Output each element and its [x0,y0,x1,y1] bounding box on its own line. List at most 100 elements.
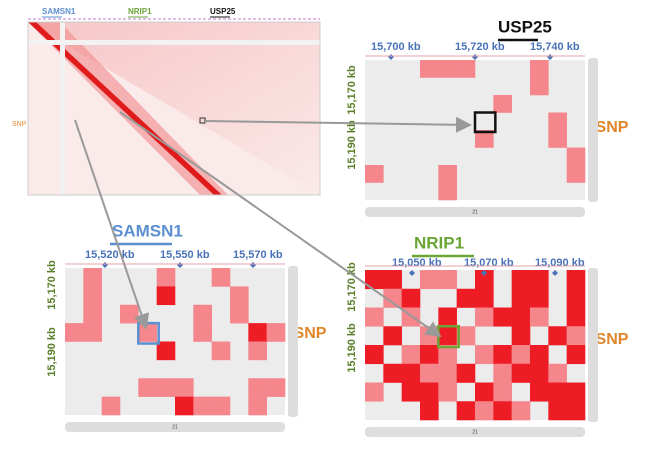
heat-cell [420,401,439,421]
heat-cell [193,323,212,342]
heat-cell [211,396,231,416]
heat-cell [248,396,267,416]
heat-cell [493,363,512,383]
x-tick-label: 15,520 kb [85,249,135,261]
heat-cell [420,382,439,402]
heat-cell [83,268,102,287]
heat-cell [475,130,494,148]
gene-label: SAMSN1 [42,7,76,16]
map-gap [60,22,65,195]
snp-label: SNP [596,331,629,348]
gene-label: USP25 [210,7,236,16]
x-tick-label: 15,050 kb [392,257,442,269]
x-tick-label: 15,570 kb [233,249,283,261]
x-tick-marker [409,270,415,276]
heat-cell [248,341,267,361]
heat-cell [175,378,194,397]
heat-cell [456,363,476,383]
heat-cell [420,363,439,383]
heat-cell [420,60,439,78]
heatmap-panel: USP25 15,700 kb 15,720 kb 15,740 kb 15,170 k… [346,17,629,217]
heat-cell [438,326,457,346]
heat-cell [530,363,549,383]
heat-cell [456,401,476,421]
heat-cell [383,363,402,383]
x-tick-label: 15,720 kb [455,41,505,53]
heat-cell [566,270,586,290]
heat-cell [511,363,531,383]
heat-cell [401,288,421,308]
heat-cell [248,323,267,342]
scrollbar-label: 21 [472,209,478,215]
heat-cell [401,345,421,365]
heat-cell [475,382,494,402]
v-scrollbar [288,266,298,417]
heat-cell [493,345,512,365]
heat-cell [566,326,586,346]
snp-label: SNP [596,119,629,136]
heat-cell [266,378,286,397]
heat-cell [456,60,476,78]
heat-cell [65,323,84,342]
heat-cell [511,345,531,365]
heat-cell [401,382,421,402]
scrollbar-label: 21 [172,424,178,430]
h-scrollbar [65,422,285,432]
heat-cell [566,165,586,183]
heat-cell [401,363,421,383]
heat-cell [456,326,476,346]
heat-cell [456,288,476,308]
heat-cell [511,288,531,308]
heat-cell [566,345,586,365]
x-tick-label: 15,740 kb [530,41,580,53]
connector [204,116,472,133]
heat-cell [548,382,567,402]
heat-cell [230,286,249,306]
heat-cell [438,363,457,383]
heat-cell [493,95,512,113]
x-tick-label: 15,090 kb [535,257,585,269]
heat-cell [101,396,121,416]
heat-cell [530,60,549,78]
y-tick-label: 15,190 kb [46,327,58,377]
heatmap-panel: SAMSN1 15,520 kb 15,550 kb 15,570 kb 15,170 … [46,221,327,432]
connector [119,111,442,338]
heat-cell [266,323,286,342]
heat-cell [420,345,439,365]
snp-label: SNP [12,121,27,128]
heat-cell [566,288,586,308]
heat-cell [138,378,157,397]
heat-cell [156,341,176,361]
h-scrollbar [365,207,585,217]
heat-cell [420,270,439,290]
heat-cell [548,363,567,383]
heat-cell [493,382,512,402]
heat-cell [230,304,249,324]
heat-cell [248,378,267,397]
heat-cell [438,165,457,183]
scrollbar-label: 21 [472,429,478,435]
v-scrollbar [588,268,598,422]
map-pointer [199,117,206,124]
heat-cell [156,268,176,287]
heat-cell [548,401,567,421]
x-tick-label: 15,070 kb [464,257,514,269]
v-scrollbar [588,58,598,202]
y-tick-label: 15,190 kb [346,120,358,170]
highlight-box [473,111,497,134]
heat-cell [138,323,157,342]
heat-cell [548,326,567,346]
snp-label: SNP [294,325,327,342]
x-tick-label: 15,550 kb [160,249,210,261]
x-tick-marker [250,262,256,268]
x-tick-marker [177,262,183,268]
heat-cell [438,345,457,365]
heat-cell [120,304,139,324]
heat-cell [193,396,212,416]
map-gap [28,40,320,45]
heat-cell [438,382,457,402]
heat-cell [548,112,567,131]
heat-cell [566,147,586,166]
panel-title: NRIP1 [414,233,464,252]
heat-cell [548,130,567,148]
